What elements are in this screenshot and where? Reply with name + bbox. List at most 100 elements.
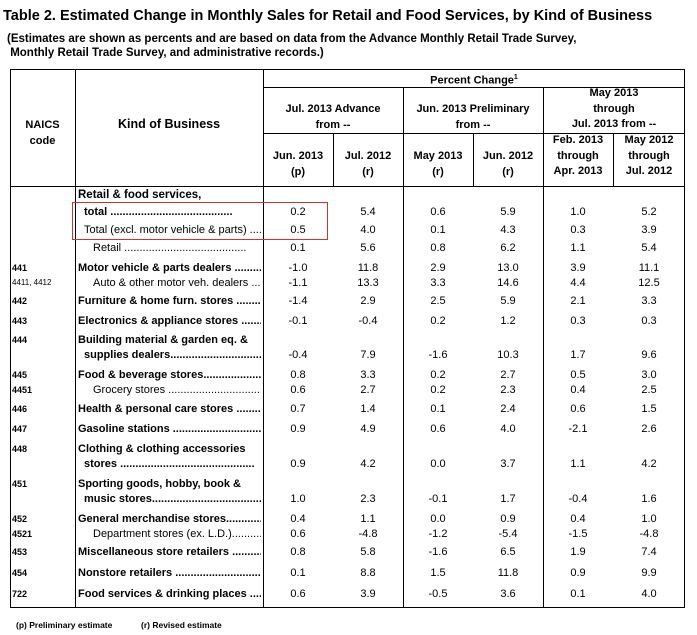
naics-header-line-1: NAICS (25, 119, 60, 131)
business-label: Motor vehicle & parts dealers ..........… (78, 262, 261, 274)
value-cell: -4.8 (358, 528, 378, 540)
value-cell: -1.6 (428, 546, 448, 558)
value-cell: 0.2 (290, 206, 306, 218)
value-cell: -0.1 (288, 315, 308, 327)
group-2-line-2: from -- (455, 118, 491, 131)
value-cell: 14.6 (497, 277, 519, 289)
value-cell: -1.4 (288, 295, 308, 307)
highlight-box (72, 202, 328, 240)
value-cell: -0.4 (288, 349, 308, 361)
business-label: Electronics & appliance stores .........… (78, 315, 261, 327)
col-2-line-1: Jul. 2012 (344, 150, 392, 162)
value-cell: 6.2 (500, 242, 516, 254)
value-cell: 0.9 (570, 567, 586, 579)
value-cell: 4.0 (500, 423, 516, 435)
value-cell: -1.0 (288, 262, 308, 274)
value-cell: 11.8 (357, 262, 379, 274)
business-label: Furniture & home furn. stores ..........… (78, 295, 261, 307)
value-cell: 0.5 (290, 224, 306, 236)
value-cell: 3.3 (360, 369, 376, 381)
naics-header-line-2: code (29, 134, 56, 147)
value-cell: 3.9 (570, 262, 586, 274)
value-cell: 0.1 (570, 588, 586, 600)
business-label-line-2: stores .................................… (84, 458, 255, 470)
value-cell: 1.7 (500, 493, 516, 505)
value-cell: 0.1 (290, 567, 306, 579)
col-header-may-jul-2012: May 2012 through Jul. 2012 (613, 133, 685, 180)
value-cell: 5.9 (500, 206, 516, 218)
value-cell: 4.2 (641, 458, 657, 470)
business-label: General merchandise stores..............… (78, 513, 261, 525)
value-cell: 2.9 (430, 262, 446, 274)
value-cell: 0.0 (430, 458, 446, 470)
value-cell: 6.5 (500, 546, 516, 558)
value-cell: 5.4 (641, 242, 657, 254)
table-subtitle: (Estimates are shown as percents and are… (7, 32, 576, 60)
value-cell: 0.2 (430, 369, 446, 381)
value-cell: 12.5 (638, 277, 660, 289)
col-header-jun-2013: Jun. 2013 (p) (263, 149, 333, 180)
business-label: Nonstore retailers .....................… (78, 567, 261, 579)
value-cell: 0.6 (570, 403, 586, 415)
naics-header: NAICS code (10, 118, 75, 149)
value-cell: 10.3 (497, 349, 519, 361)
value-cell: 2.5 (430, 295, 446, 307)
group-1-line-2: from -- (315, 118, 351, 131)
col-1-line-1: Jun. 2013 (272, 150, 324, 162)
value-cell: 0.3 (570, 315, 586, 327)
value-cell: -0.5 (428, 588, 448, 600)
value-cell: 3.6 (500, 588, 516, 600)
value-cell: 5.4 (360, 206, 376, 218)
naics-code: 442 (12, 296, 28, 306)
col-header-jul-2012: Jul. 2012 (r) (333, 149, 403, 180)
value-cell: 0.1 (290, 242, 306, 254)
business-label: Building material & garden eq. & (78, 334, 248, 346)
value-cell: -5.4 (498, 528, 518, 540)
value-cell: 11.1 (638, 262, 660, 274)
value-cell: 2.7 (500, 369, 516, 381)
table-title: Table 2. Estimated Change in Monthly Sal… (3, 8, 653, 24)
value-cell: 0.5 (570, 369, 586, 381)
value-cell: -1.5 (568, 528, 588, 540)
value-cell: -0.4 (358, 315, 378, 327)
business-label: Miscellaneous store retailers ..........… (78, 546, 261, 558)
col-2-line-2: (r) (362, 165, 374, 178)
value-cell: 0.4 (570, 513, 586, 525)
value-cell: 9.9 (641, 567, 657, 579)
footnote-marker: 1 (513, 74, 518, 81)
business-label: Total (excl. motor vehicle & parts) ....… (84, 224, 261, 236)
naics-code: 447 (12, 424, 28, 434)
value-cell: 11.8 (497, 567, 519, 579)
business-label: Sporting goods, hobby, book & (78, 478, 241, 490)
rule-group-1-2 (403, 87, 404, 608)
value-cell: 3.0 (641, 369, 657, 381)
value-cell: 0.2 (430, 315, 446, 327)
col-1-line-2: (p) (290, 165, 306, 178)
value-cell: 0.7 (290, 403, 306, 415)
value-cell: 2.3 (500, 384, 516, 396)
value-cell: 0.3 (641, 315, 657, 327)
value-cell: 3.7 (500, 458, 516, 470)
group-3-line-1: May 2013 (589, 87, 639, 99)
business-label-line-2: music stores............................… (84, 493, 261, 505)
rule-col-5-6 (613, 134, 614, 186)
rule-after-kind (263, 69, 264, 608)
value-cell: 5.6 (360, 242, 376, 254)
value-cell: 9.6 (641, 349, 657, 361)
col-3-line-2: (r) (432, 165, 444, 178)
value-cell: 8.8 (360, 567, 376, 579)
naics-code: 443 (12, 316, 28, 326)
col-6-line-3: Jul. 2012 (625, 165, 673, 177)
col-4-line-1: Jun. 2012 (482, 150, 534, 162)
value-cell: 0.8 (290, 546, 306, 558)
value-cell: 1.2 (500, 315, 516, 327)
value-cell: -1.2 (428, 528, 448, 540)
group-header-jul-2013: Jul. 2013 Advance from -- (263, 102, 403, 133)
value-cell: 0.9 (500, 513, 516, 525)
value-cell: 4.0 (360, 224, 376, 236)
business-label: Health & personal care stores ..........… (78, 403, 261, 415)
value-cell: 4.2 (360, 458, 376, 470)
col-6-line-1: May 2012 (624, 134, 674, 146)
naics-code: 722 (12, 589, 28, 599)
value-cell: 0.4 (570, 384, 586, 396)
